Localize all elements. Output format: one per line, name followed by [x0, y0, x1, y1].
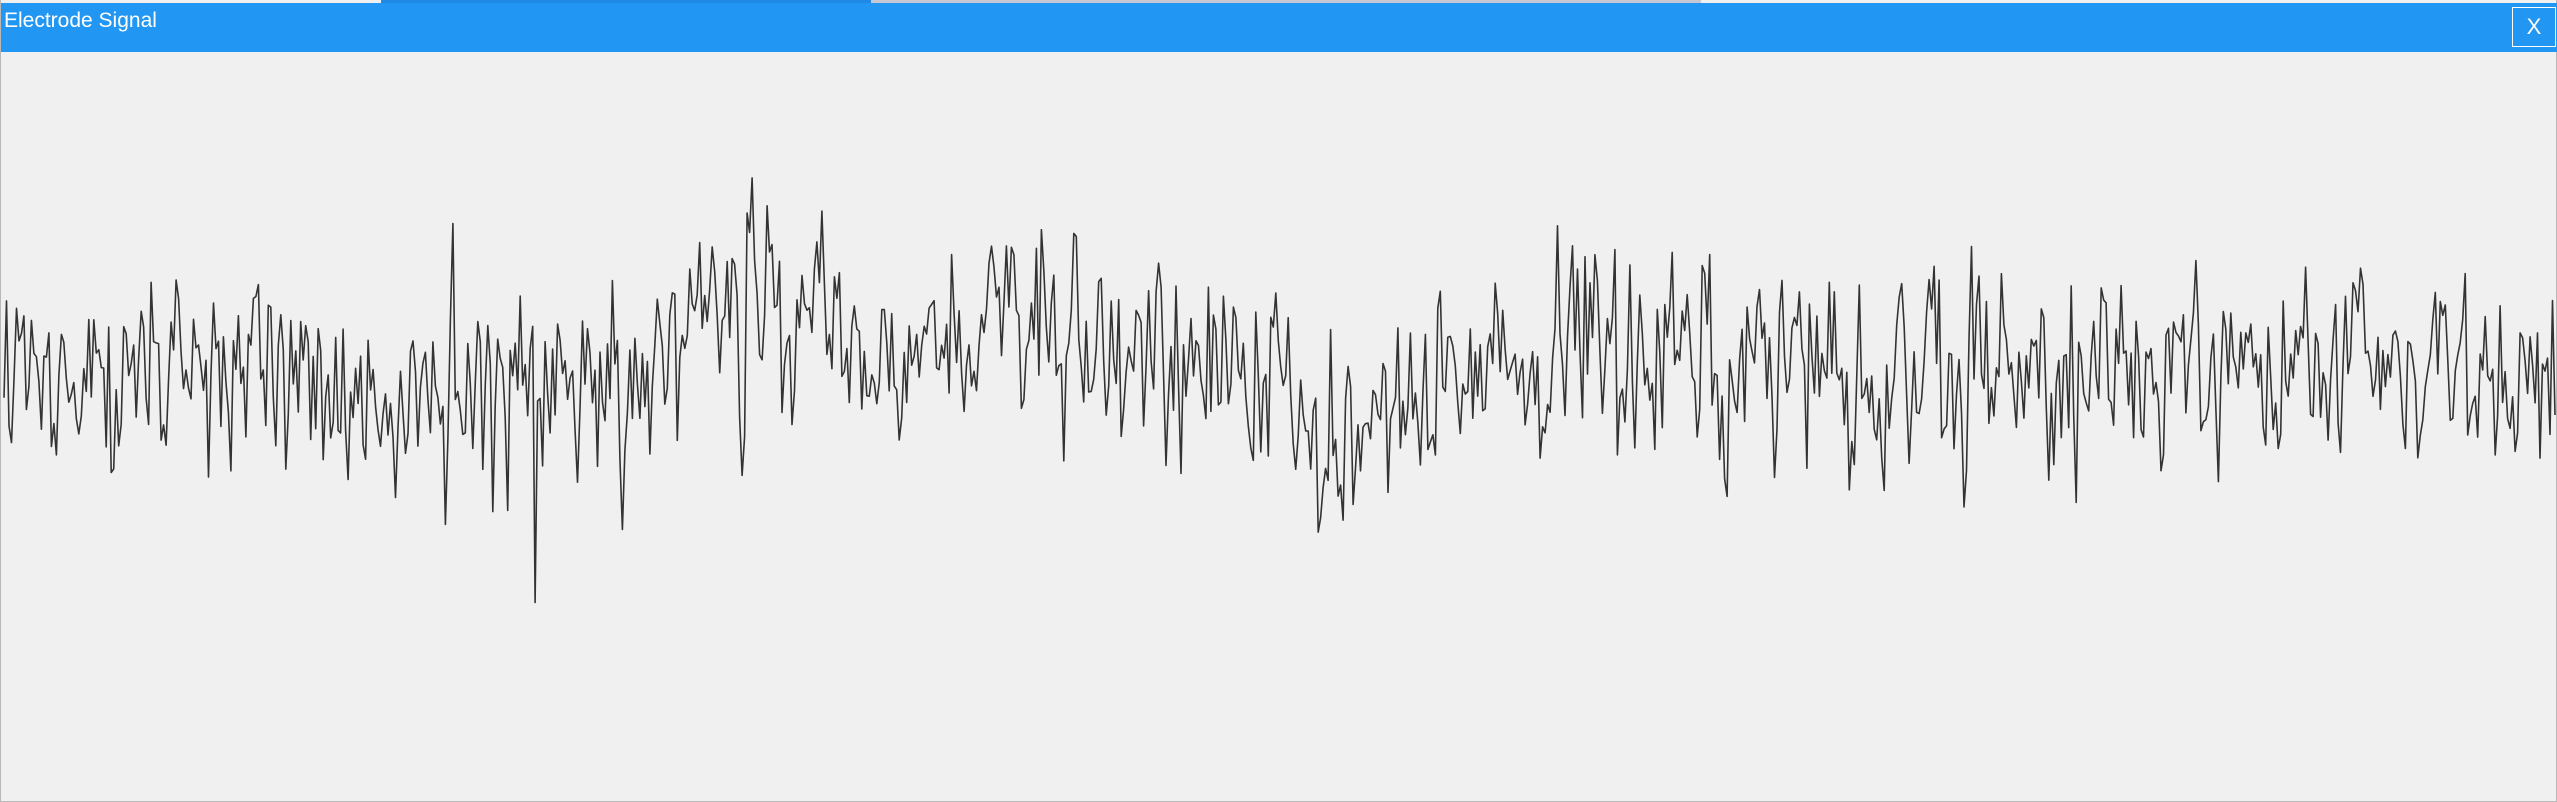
signal-chart — [3, 177, 2556, 604]
close-button[interactable]: X — [2512, 7, 2556, 47]
signal-plot — [2, 52, 2557, 801]
signal-trace-line — [3, 177, 2556, 604]
title-bar[interactable]: Electrode Signal X — [1, 3, 2557, 52]
close-icon: X — [2526, 14, 2542, 39]
window-title: Electrode Signal — [4, 9, 157, 32]
background-window-edge — [381, 0, 1701, 3]
